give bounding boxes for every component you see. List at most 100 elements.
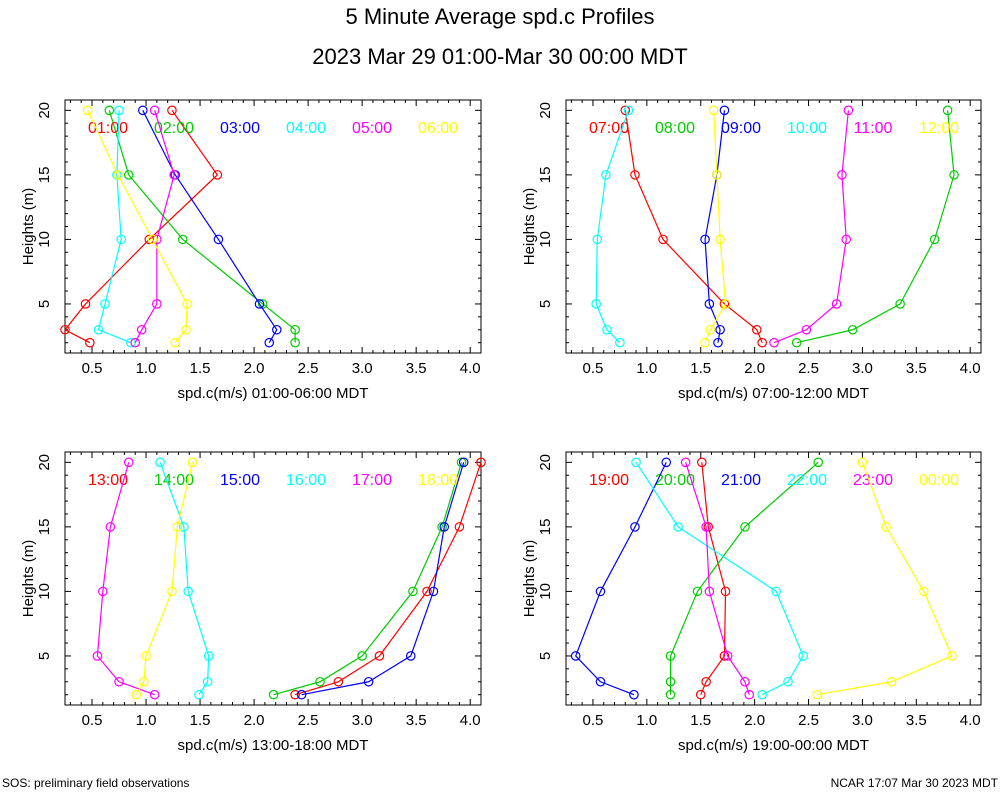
x-tick-label: 1.5 — [690, 712, 711, 729]
data-point — [602, 324, 612, 335]
x-tick-label: 2.5 — [298, 360, 319, 377]
data-point — [720, 586, 731, 597]
data-point — [290, 337, 300, 348]
data-point — [592, 234, 603, 245]
x-tick-label: 3.5 — [406, 360, 427, 377]
data-point — [136, 324, 147, 335]
series-line — [624, 110, 763, 343]
chart-title: 5 Minute Average spd.c Profiles — [345, 4, 655, 29]
data-point — [705, 324, 716, 335]
data-point — [271, 324, 282, 335]
series-line — [108, 110, 296, 343]
x-tick-label: 3.0 — [852, 360, 873, 377]
data-point — [183, 586, 193, 597]
data-point — [476, 457, 486, 468]
data-point — [881, 522, 891, 532]
data-point — [149, 105, 160, 116]
series-line — [134, 110, 175, 343]
data-point — [631, 457, 641, 468]
data-point — [454, 522, 465, 532]
data-point — [831, 299, 842, 309]
data-point — [570, 651, 581, 661]
x-tick-label: 1.0 — [136, 712, 157, 729]
legend-entry: 18:00 — [418, 472, 458, 489]
series-line — [87, 110, 188, 344]
data-point — [268, 689, 279, 700]
data-point — [181, 324, 191, 335]
data-point — [695, 689, 706, 700]
chart-subtitle: 2023 Mar 29 01:00-Mar 30 00:00 MDT — [312, 44, 688, 69]
x-axis-label: spd.c(m/s) 07:00-12:00 MDT — [678, 385, 869, 402]
data-point — [771, 586, 781, 597]
legend-entry: 10:00 — [787, 120, 827, 137]
x-axis-label: spd.c(m/s) 19:00-00:00 MDT — [678, 737, 869, 754]
x-tick-label: 3.5 — [906, 712, 927, 729]
data-point — [919, 586, 929, 597]
data-point — [428, 586, 439, 597]
data-point — [708, 105, 719, 116]
data-point — [947, 651, 957, 661]
series-line — [595, 110, 630, 344]
data-point — [843, 105, 854, 116]
series-line — [97, 110, 132, 344]
data-point — [740, 522, 750, 532]
data-point — [791, 337, 802, 348]
data-point — [801, 324, 812, 335]
x-tick-label: 4.0 — [960, 712, 981, 729]
data-point — [123, 457, 134, 468]
legend-entry: 20:00 — [655, 472, 695, 489]
data-point — [116, 234, 126, 245]
legend-entry: 13:00 — [88, 472, 128, 489]
data-point — [783, 676, 793, 687]
data-point — [697, 457, 707, 468]
data-point — [615, 337, 625, 348]
data-point — [104, 105, 115, 116]
data-point — [751, 324, 762, 335]
data-point — [719, 651, 730, 661]
data-point — [264, 337, 275, 348]
data-point — [290, 689, 300, 700]
series-line — [135, 462, 194, 695]
data-point — [155, 457, 165, 468]
x-axis-label: spd.c(m/s) 13:00-18:00 MDT — [178, 737, 369, 754]
data-point — [623, 105, 634, 116]
y-tick-label: 5 — [36, 300, 53, 308]
x-tick-label: 3.0 — [352, 360, 373, 377]
y-tick-label: 10 — [537, 583, 554, 600]
series-line — [669, 461, 819, 695]
x-tick-label: 1.5 — [190, 360, 211, 377]
x-tick-label: 3.0 — [352, 712, 373, 729]
data-point — [137, 105, 148, 116]
y-axis-label: Heights (m) — [20, 188, 37, 266]
series-line — [704, 110, 726, 343]
y-tick-label: 15 — [36, 519, 53, 536]
footer-note: SOS: preliminary field observations — [2, 776, 190, 790]
series-line — [817, 462, 953, 696]
x-tick-label: 2.5 — [798, 360, 819, 377]
series-line — [96, 462, 155, 696]
legend-entry: 23:00 — [853, 472, 893, 489]
data-point — [620, 105, 631, 116]
x-tick-label: 0.5 — [82, 712, 103, 729]
series-line — [773, 110, 850, 344]
x-tick-label: 3.0 — [852, 712, 873, 729]
x-tick-label: 1.0 — [636, 360, 657, 377]
data-point — [363, 676, 374, 687]
data-point — [719, 105, 730, 116]
data-point — [595, 676, 606, 687]
data-point — [715, 234, 725, 245]
data-point — [85, 337, 95, 348]
data-point — [177, 234, 188, 245]
data-point — [665, 676, 676, 687]
data-point — [757, 689, 767, 700]
data-point — [595, 586, 606, 597]
data-point — [439, 522, 450, 532]
data-point — [152, 299, 162, 309]
y-tick-label: 20 — [36, 102, 53, 119]
data-point — [82, 105, 93, 116]
data-point — [194, 689, 204, 700]
data-point — [141, 651, 151, 661]
legend-entry: 05:00 — [352, 120, 392, 137]
legend-entry: 21:00 — [721, 472, 761, 489]
data-point — [60, 324, 70, 335]
